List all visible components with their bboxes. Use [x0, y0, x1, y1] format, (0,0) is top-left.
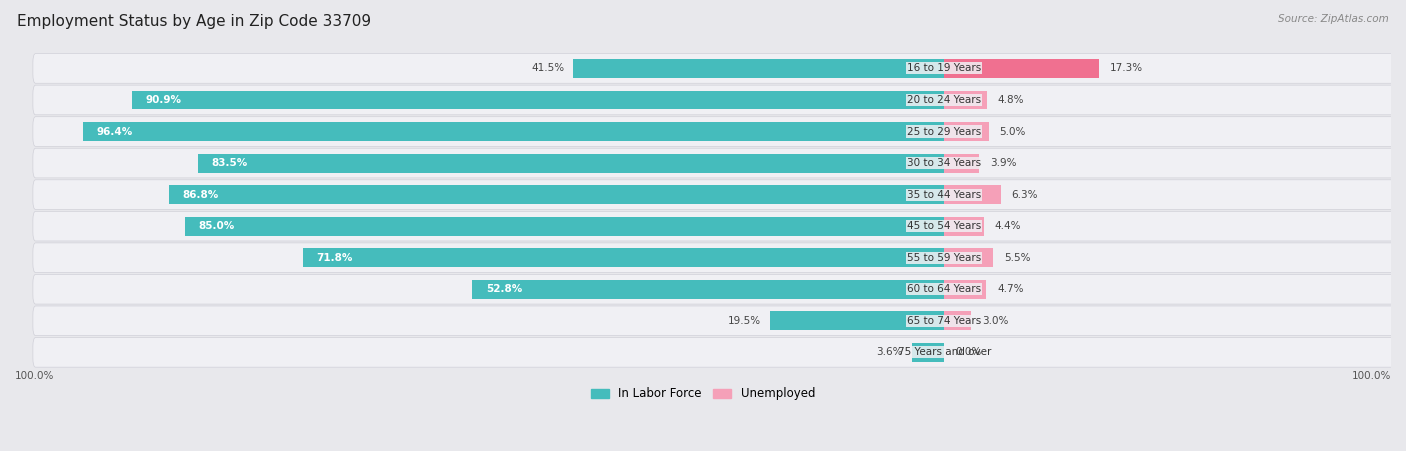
Text: 6.3%: 6.3%: [1011, 189, 1038, 200]
Text: 4.4%: 4.4%: [994, 221, 1021, 231]
Text: 5.5%: 5.5%: [1004, 253, 1031, 263]
Bar: [198, 154, 945, 173]
FancyBboxPatch shape: [32, 306, 1406, 336]
Text: 20 to 24 Years: 20 to 24 Years: [907, 95, 981, 105]
Text: Source: ZipAtlas.com: Source: ZipAtlas.com: [1278, 14, 1389, 23]
Bar: [945, 154, 979, 173]
Bar: [184, 216, 945, 235]
Text: 16 to 19 Years: 16 to 19 Years: [907, 64, 981, 74]
Bar: [302, 248, 945, 267]
Text: 60 to 64 Years: 60 to 64 Years: [907, 284, 981, 294]
Text: 75 Years and over: 75 Years and over: [897, 347, 991, 357]
Text: 19.5%: 19.5%: [728, 316, 761, 326]
Text: 3.6%: 3.6%: [877, 347, 903, 357]
Text: 55 to 59 Years: 55 to 59 Years: [907, 253, 981, 263]
FancyBboxPatch shape: [32, 212, 1406, 241]
Bar: [945, 91, 987, 110]
Text: 0.0%: 0.0%: [955, 347, 981, 357]
Bar: [132, 91, 945, 110]
Bar: [945, 59, 1099, 78]
Text: 4.8%: 4.8%: [998, 95, 1025, 105]
Text: 30 to 34 Years: 30 to 34 Years: [907, 158, 981, 168]
Text: 3.9%: 3.9%: [990, 158, 1017, 168]
FancyBboxPatch shape: [32, 274, 1406, 304]
Bar: [945, 216, 984, 235]
Text: 52.8%: 52.8%: [486, 284, 522, 294]
FancyBboxPatch shape: [32, 337, 1406, 367]
Text: 85.0%: 85.0%: [198, 221, 235, 231]
Bar: [472, 280, 945, 299]
Text: 65 to 74 Years: 65 to 74 Years: [907, 316, 981, 326]
Text: 5.0%: 5.0%: [1000, 127, 1026, 137]
Bar: [83, 122, 945, 141]
Bar: [945, 280, 986, 299]
FancyBboxPatch shape: [32, 117, 1406, 147]
Text: 17.3%: 17.3%: [1109, 64, 1143, 74]
Bar: [945, 311, 972, 330]
Text: 3.0%: 3.0%: [981, 316, 1008, 326]
FancyBboxPatch shape: [32, 85, 1406, 115]
Text: 41.5%: 41.5%: [531, 64, 564, 74]
Text: Employment Status by Age in Zip Code 33709: Employment Status by Age in Zip Code 337…: [17, 14, 371, 28]
Text: 25 to 29 Years: 25 to 29 Years: [907, 127, 981, 137]
Bar: [945, 248, 994, 267]
Bar: [169, 185, 945, 204]
Text: 100.0%: 100.0%: [1351, 371, 1391, 381]
Bar: [945, 122, 988, 141]
Bar: [912, 343, 945, 362]
Text: 4.7%: 4.7%: [997, 284, 1024, 294]
Text: 90.9%: 90.9%: [145, 95, 181, 105]
Bar: [945, 185, 1001, 204]
FancyBboxPatch shape: [32, 148, 1406, 178]
Text: 83.5%: 83.5%: [211, 158, 247, 168]
FancyBboxPatch shape: [32, 54, 1406, 83]
Bar: [574, 59, 945, 78]
FancyBboxPatch shape: [32, 180, 1406, 209]
Text: 45 to 54 Years: 45 to 54 Years: [907, 221, 981, 231]
Text: 100.0%: 100.0%: [15, 371, 55, 381]
Text: 35 to 44 Years: 35 to 44 Years: [907, 189, 981, 200]
Text: 96.4%: 96.4%: [96, 127, 132, 137]
Text: 86.8%: 86.8%: [183, 189, 218, 200]
Bar: [770, 311, 945, 330]
Text: 71.8%: 71.8%: [316, 253, 353, 263]
Legend: In Labor Force, Unemployed: In Labor Force, Unemployed: [586, 383, 820, 405]
FancyBboxPatch shape: [32, 243, 1406, 272]
